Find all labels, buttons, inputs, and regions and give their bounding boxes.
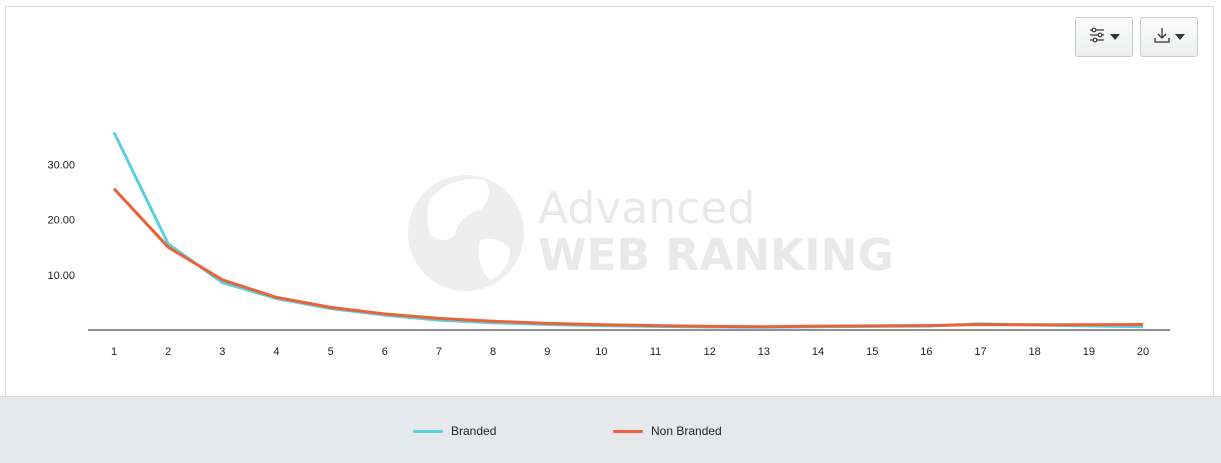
x-tick-label: 13: [758, 346, 770, 358]
chevron-down-icon: [1175, 34, 1185, 40]
chart-panel: [5, 6, 1214, 457]
y-tick-label: 10.00: [47, 270, 75, 282]
x-tick-label: 17: [974, 346, 986, 358]
download-icon: [1153, 26, 1171, 49]
chart-download-button[interactable]: [1140, 17, 1198, 57]
legend-swatch-branded: [413, 429, 443, 433]
x-tick-label: 9: [544, 346, 550, 358]
y-tick-label: 20.00: [47, 215, 75, 227]
x-tick-label: 15: [866, 346, 878, 358]
globe-icon: [408, 175, 524, 291]
legend-label-branded: Branded: [451, 424, 497, 438]
x-tick-label: 7: [436, 346, 442, 358]
legend-swatch-non-branded: [613, 429, 643, 433]
legend-label-non-branded: Non Branded: [651, 424, 722, 438]
chevron-down-icon: [1110, 34, 1120, 40]
legend-bar: Branded Non Branded: [0, 396, 1221, 463]
watermark-line2: WEB RANKING: [538, 230, 894, 281]
chart-settings-button[interactable]: [1075, 17, 1133, 57]
series-line-non-branded[interactable]: [112, 187, 1144, 329]
x-tick-label: 8: [490, 346, 496, 358]
x-tick-label: 20: [1137, 346, 1149, 358]
x-tick-label: 1: [111, 346, 117, 358]
x-tick-label: 12: [704, 346, 716, 358]
x-tick-label: 2: [165, 346, 171, 358]
legend-item-branded[interactable]: Branded: [413, 424, 496, 438]
x-tick-label: 5: [328, 346, 334, 358]
legend-item-non-branded[interactable]: Non Branded: [613, 424, 722, 438]
x-tick-label: 6: [382, 346, 388, 358]
x-tick-label: 19: [1083, 346, 1095, 358]
x-tick-label: 16: [920, 346, 932, 358]
x-tick-label: 18: [1029, 346, 1041, 358]
sliders-icon: [1088, 26, 1106, 49]
y-tick-label: 30.00: [47, 159, 75, 171]
watermark-logo: Advanced WEB RANKING: [408, 175, 894, 291]
x-tick-label: 14: [812, 346, 824, 358]
x-tick-label: 3: [219, 346, 225, 358]
x-tick-label: 4: [273, 346, 279, 358]
x-tick-label: 10: [595, 346, 607, 358]
watermark-line1: Advanced: [538, 183, 755, 234]
x-tick-label: 11: [650, 346, 661, 358]
